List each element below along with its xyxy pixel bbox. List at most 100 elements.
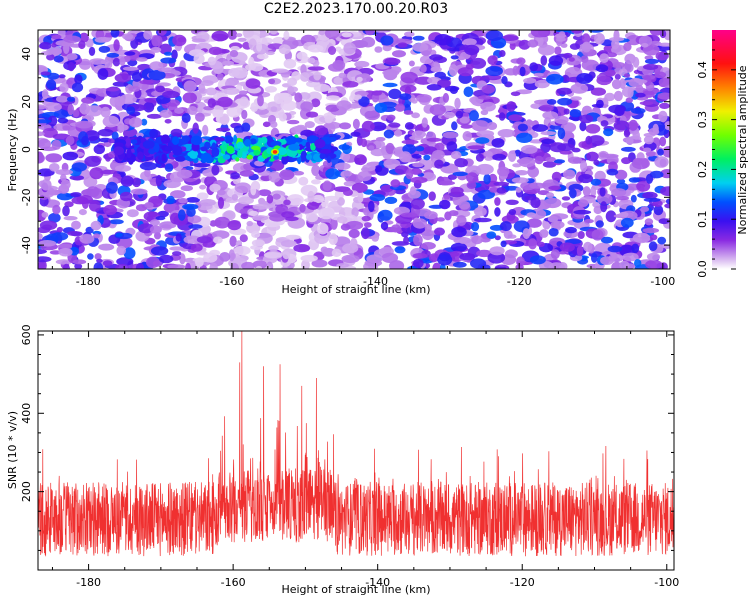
heatmap-cell xyxy=(476,130,495,138)
heatmap-cell xyxy=(74,263,83,269)
heatmap-cell xyxy=(200,146,208,152)
heatmap-cell xyxy=(314,125,328,136)
heatmap-cell xyxy=(595,64,609,73)
heatmap-cell xyxy=(38,138,51,150)
heatmap-cell xyxy=(264,222,280,228)
heatmap-cell xyxy=(250,102,259,112)
heatmap-cell xyxy=(90,220,102,231)
heatmap-cell xyxy=(263,252,282,259)
heatmap-cell xyxy=(412,258,424,268)
heatmap-cell xyxy=(471,222,480,232)
heatmap-cell xyxy=(508,114,523,122)
heatmap-cell xyxy=(623,129,631,138)
heatmap-cell xyxy=(491,138,505,148)
heatmap-cell xyxy=(319,152,326,160)
heatmap-cell xyxy=(306,153,312,160)
heatmap-cell xyxy=(88,200,101,212)
heatmap-cell xyxy=(79,103,90,115)
heatmap-cell xyxy=(600,236,614,244)
heatmap-cell xyxy=(563,169,576,180)
heatmap-cell xyxy=(590,87,607,96)
heatmap-cell xyxy=(233,125,245,134)
heatmap-cell xyxy=(62,151,79,161)
heatmap-cell xyxy=(430,66,442,73)
heatmap-cell xyxy=(84,155,101,167)
heatmap-cell xyxy=(110,30,120,38)
heatmap-cell xyxy=(39,41,52,50)
heatmap-cell xyxy=(619,260,630,269)
heatmap-cell xyxy=(62,205,70,217)
heatmap-cell xyxy=(390,224,401,233)
heatmap-cell xyxy=(426,137,442,142)
heatmap-cell xyxy=(542,111,559,120)
heatmap-cell xyxy=(251,145,260,151)
heatmap-cell xyxy=(529,255,546,265)
heatmap-cell xyxy=(403,110,414,115)
heatmap-cell xyxy=(102,115,120,128)
heatmap-cell xyxy=(144,168,151,178)
heatmap-cell xyxy=(645,259,663,269)
heatmap-cell xyxy=(196,236,212,244)
heatmap-cell xyxy=(128,85,141,92)
heatmap-cell xyxy=(576,245,584,257)
heatmap-cell xyxy=(539,104,554,112)
heatmap-cell xyxy=(305,111,319,118)
heatmap-cell xyxy=(394,165,409,175)
heatmap-cell xyxy=(459,252,476,261)
heatmap-cell xyxy=(283,30,290,40)
heatmap-cell xyxy=(342,81,359,88)
heatmap-y-tick-label: 40 xyxy=(20,47,33,61)
heatmap-cell xyxy=(213,236,223,244)
heatmap-cell xyxy=(634,259,642,268)
heatmap-cell xyxy=(313,83,331,92)
heatmap-cell xyxy=(209,183,221,193)
heatmap-cell xyxy=(599,187,606,197)
heatmap-cell xyxy=(350,131,361,137)
heatmap-cell xyxy=(533,72,544,77)
heatmap-cell xyxy=(41,211,49,218)
heatmap-cell xyxy=(557,127,566,140)
heatmap-cell xyxy=(155,216,166,221)
heatmap-cell xyxy=(78,209,87,216)
heatmap-cell xyxy=(581,41,592,53)
heatmap-cell xyxy=(623,42,632,52)
heatmap-cell xyxy=(548,227,559,237)
heatmap-cell xyxy=(455,110,464,119)
heatmap-cell xyxy=(369,193,386,202)
heatmap-cell xyxy=(595,220,604,228)
heatmap-cell xyxy=(518,39,531,50)
heatmap-cell xyxy=(38,168,55,177)
heatmap-cell xyxy=(658,218,670,225)
heatmap-cell xyxy=(192,122,199,134)
heatmap-cell xyxy=(456,215,467,226)
heatmap-cell xyxy=(256,41,263,52)
heatmap-cell xyxy=(450,242,467,252)
heatmap-cell xyxy=(213,137,225,142)
heatmap-cell xyxy=(654,71,667,79)
heatmap-cell xyxy=(639,101,654,106)
heatmap-cell xyxy=(405,168,414,180)
heatmap-cell xyxy=(450,55,459,60)
heatmap-cell xyxy=(590,178,602,186)
heatmap-cell xyxy=(640,206,650,212)
heatmap-cell xyxy=(471,235,484,245)
heatmap-cell xyxy=(163,51,173,56)
heatmap-cell xyxy=(143,30,153,40)
heatmap-cell xyxy=(382,82,398,88)
heatmap-cell xyxy=(38,104,47,110)
heatmap-cell xyxy=(175,156,186,162)
heatmap-cell xyxy=(126,209,139,218)
heatmap-cell xyxy=(410,186,417,196)
heatmap-cell xyxy=(111,131,119,140)
heatmap-cell xyxy=(613,90,623,102)
heatmap-cell xyxy=(582,186,591,197)
heatmap-cell xyxy=(143,147,151,156)
heatmap-cell xyxy=(298,176,309,186)
heatmap-cell xyxy=(590,186,597,198)
heatmap-cell xyxy=(563,108,570,115)
heatmap-cell xyxy=(79,234,95,244)
heatmap-cell xyxy=(411,130,426,138)
colorbar-tick-label: 0.2 xyxy=(696,161,709,179)
heatmap-cell xyxy=(360,138,368,148)
heatmap-cell xyxy=(229,50,239,58)
